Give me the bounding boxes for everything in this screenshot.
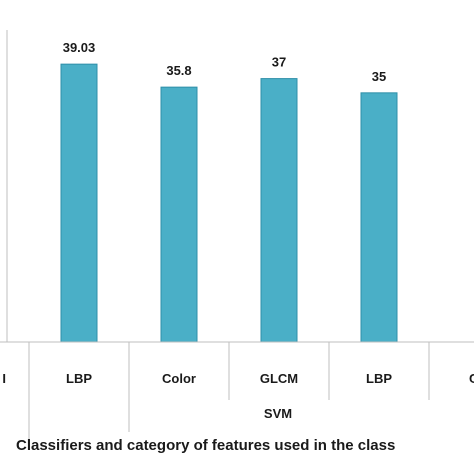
bars-layer bbox=[60, 63, 398, 343]
value-label: 35 bbox=[372, 69, 386, 84]
bar-lbp bbox=[360, 92, 398, 343]
tick-label: LBP bbox=[366, 371, 392, 386]
tick-label: LBP bbox=[66, 371, 92, 386]
value-label: 39.03 bbox=[63, 40, 96, 55]
value-label: 37 bbox=[272, 55, 286, 70]
axes-layer bbox=[0, 30, 474, 440]
tick-label: Co bbox=[469, 371, 474, 386]
bar-color bbox=[160, 86, 198, 343]
bar-lbp bbox=[60, 63, 98, 343]
tick-label: I bbox=[2, 371, 6, 386]
tick-label: Color bbox=[162, 371, 196, 386]
group-label-svm: SVM bbox=[264, 406, 292, 421]
tick-label: GLCM bbox=[260, 371, 298, 386]
tick-labels-layer: I LBP Color GLCM LBP Co bbox=[2, 371, 474, 386]
value-label: 35.8 bbox=[166, 63, 191, 78]
bar-glcm bbox=[260, 78, 298, 343]
x-axis-title: Classifiers and category of features use… bbox=[16, 437, 395, 454]
